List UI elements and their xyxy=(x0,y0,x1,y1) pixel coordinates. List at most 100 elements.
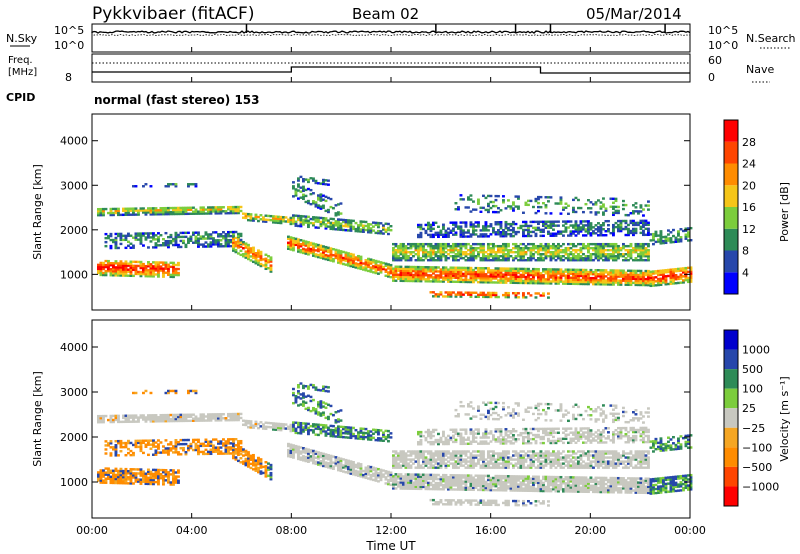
power-cell xyxy=(539,234,543,238)
power-cell xyxy=(147,207,150,210)
power-cell xyxy=(507,228,510,232)
power-cell xyxy=(197,233,200,236)
power-cell xyxy=(314,253,318,256)
velocity-cell xyxy=(334,419,338,422)
velocity-cell xyxy=(174,481,178,484)
power-cell xyxy=(599,252,603,256)
power-cell xyxy=(587,228,590,231)
power-cell xyxy=(649,270,653,274)
velocity-cell xyxy=(347,430,350,433)
power-cell xyxy=(292,216,295,219)
power-cell xyxy=(539,228,543,232)
power-cell xyxy=(227,212,230,215)
power-cell xyxy=(172,212,175,216)
power-cell xyxy=(382,265,385,269)
power-cell xyxy=(462,268,465,272)
velocity-cell xyxy=(177,440,180,444)
velocity-cell xyxy=(347,465,350,469)
power-cell xyxy=(642,221,645,225)
power-cell xyxy=(477,221,480,224)
power-cell xyxy=(252,260,255,264)
power-cell xyxy=(609,277,613,280)
power-cell xyxy=(419,275,423,279)
velocity-cell xyxy=(184,419,188,423)
power-cell xyxy=(644,258,648,262)
power-cell xyxy=(442,266,445,269)
power-cbar-swatch xyxy=(724,163,738,186)
velocity-cell xyxy=(114,450,118,453)
velocity-cell xyxy=(222,417,225,420)
power-cell xyxy=(477,266,480,270)
velocity-cell xyxy=(142,478,145,481)
velocity-cell xyxy=(152,472,155,476)
power-cell xyxy=(392,246,395,250)
power-cell xyxy=(149,265,153,268)
power-cell xyxy=(174,235,178,239)
velocity-cell xyxy=(242,462,245,465)
velocity-cell xyxy=(267,474,270,477)
power-cell xyxy=(484,267,488,270)
power-cell xyxy=(134,264,138,268)
power-cell xyxy=(574,254,578,258)
power-cell xyxy=(452,268,455,271)
velocity-cell xyxy=(122,475,125,479)
power-cell xyxy=(597,281,600,284)
velocity-cell xyxy=(152,416,155,419)
velocity-cell xyxy=(134,391,138,395)
power-cell xyxy=(629,281,633,285)
power-cell xyxy=(334,222,338,225)
power-cell xyxy=(224,212,228,215)
power-cell xyxy=(117,246,120,250)
power-cell xyxy=(307,223,310,227)
power-cell xyxy=(614,242,618,246)
power-cell xyxy=(439,248,443,252)
power-cell xyxy=(314,255,318,258)
power-cell xyxy=(494,291,498,295)
power-cell xyxy=(117,232,120,236)
power-cell xyxy=(634,275,638,279)
power-cell xyxy=(552,224,555,227)
power-cell xyxy=(474,248,478,252)
velocity-cell xyxy=(299,430,303,433)
power-cell xyxy=(667,270,670,274)
velocity-cell xyxy=(304,424,308,427)
power-cell xyxy=(232,230,235,234)
power-cell xyxy=(504,256,508,260)
power-cell xyxy=(369,258,373,261)
velocity-cell xyxy=(297,447,300,451)
power-cell xyxy=(472,276,475,280)
power-cell xyxy=(584,234,588,237)
power-cell xyxy=(452,266,455,269)
velocity-cell xyxy=(209,440,213,443)
power-cell xyxy=(532,273,535,277)
power-cell xyxy=(562,282,565,285)
power-cell xyxy=(622,207,625,211)
power-cell xyxy=(482,244,485,248)
power-cell xyxy=(597,279,600,282)
power-cell xyxy=(589,226,593,229)
velocity-cell xyxy=(329,458,333,462)
power-cell xyxy=(684,268,688,272)
power-cell xyxy=(472,246,475,250)
power-cell xyxy=(132,260,135,264)
power-cell xyxy=(499,281,503,284)
power-cell xyxy=(304,252,308,255)
velocity-cell xyxy=(134,439,138,443)
power-cell xyxy=(229,240,233,244)
power-cell xyxy=(562,280,565,283)
power-cell xyxy=(599,273,603,276)
velocity-cell xyxy=(217,417,220,420)
velocity-cell xyxy=(292,429,295,432)
power-cell xyxy=(212,243,215,246)
power-cell xyxy=(642,248,645,252)
velocity-cell xyxy=(327,456,330,459)
y-tick-label: 4000 xyxy=(60,135,88,148)
power-cell xyxy=(182,231,185,235)
velocity-cell xyxy=(317,433,320,437)
power-cell xyxy=(309,188,313,192)
power-cell xyxy=(287,245,290,248)
velocity-cell xyxy=(174,439,178,442)
power-cell xyxy=(247,251,250,255)
velocity-cell xyxy=(97,471,100,474)
power-cell xyxy=(647,281,650,285)
